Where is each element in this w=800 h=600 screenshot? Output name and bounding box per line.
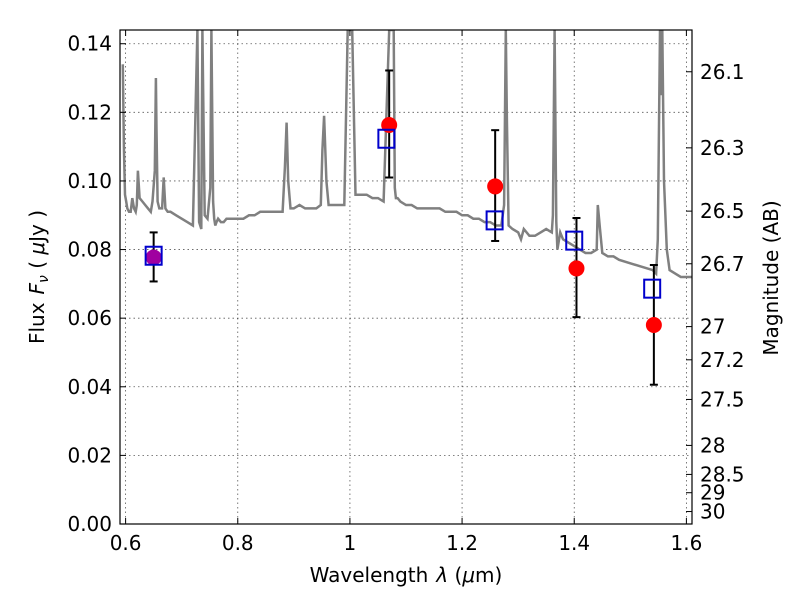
x-tick-label: 0.6 bbox=[110, 531, 142, 555]
x-tick-label: 1.4 bbox=[558, 531, 590, 555]
model-photometry-point bbox=[643, 278, 662, 299]
y2-tick-label: 26.5 bbox=[700, 199, 745, 223]
model-photometry-point bbox=[377, 128, 396, 149]
model-photometry-point bbox=[144, 245, 163, 266]
observed-point bbox=[145, 249, 162, 266]
y-tick-label: 0.04 bbox=[67, 375, 112, 399]
observed-points bbox=[145, 117, 662, 334]
y2-tick-label: 28 bbox=[700, 433, 725, 457]
grid-lines bbox=[120, 30, 692, 524]
y-axis-label: FluxFν ( μJy ) bbox=[25, 210, 52, 344]
plot-frame bbox=[119, 29, 693, 525]
y2-tick-label: 26.7 bbox=[700, 252, 745, 276]
y2-tick-label: 27.5 bbox=[700, 387, 745, 411]
y2-tick-label: 29 bbox=[700, 481, 725, 505]
x-tick-label: 1.6 bbox=[670, 531, 702, 555]
observed-point bbox=[645, 317, 662, 334]
x-tick-label: 1.2 bbox=[446, 531, 478, 555]
observed-point bbox=[568, 260, 585, 277]
y2-axis-label: Magnitude (AB) bbox=[759, 200, 783, 355]
y-tick-label: 0.10 bbox=[67, 169, 112, 193]
y2-tick-label: 26.3 bbox=[700, 136, 745, 160]
y-tick-label: 0.12 bbox=[67, 100, 112, 124]
model-photometry-point bbox=[565, 230, 584, 251]
model-photometry-point bbox=[485, 210, 504, 231]
y-tick-label: 0.08 bbox=[67, 238, 112, 262]
model-photometry-points bbox=[144, 128, 662, 299]
y2-tick-label: 30 bbox=[700, 500, 725, 524]
y-tick-label: 0.00 bbox=[67, 512, 112, 536]
y2-tick-label: 27.2 bbox=[700, 348, 745, 372]
error-bars bbox=[149, 69, 658, 386]
model-spectrum bbox=[121, 30, 692, 279]
y2-tick-label: 26.1 bbox=[700, 60, 745, 84]
y-tick-label: 0.06 bbox=[67, 306, 112, 330]
x-tick-label: 1 bbox=[344, 531, 357, 555]
y-tick-label: 0.14 bbox=[67, 32, 112, 56]
x-tick-label: 0.8 bbox=[222, 531, 254, 555]
x-axis-ticks: 0.6 0.8 1 1.2 1.4 1.6 bbox=[110, 30, 702, 555]
observed-point bbox=[487, 178, 504, 195]
y2-tick-label: 27 bbox=[700, 315, 725, 339]
model-spectrum-line bbox=[121, 30, 692, 279]
x-axis-label: Wavelength λ (μm) bbox=[310, 563, 503, 587]
y2-tick-label: 28.5 bbox=[700, 462, 745, 486]
y-tick-label: 0.02 bbox=[67, 443, 112, 467]
y-axis-ticks: 0.00 0.02 0.04 0.06 0.08 0.10 0.12 0.14 bbox=[67, 32, 126, 536]
